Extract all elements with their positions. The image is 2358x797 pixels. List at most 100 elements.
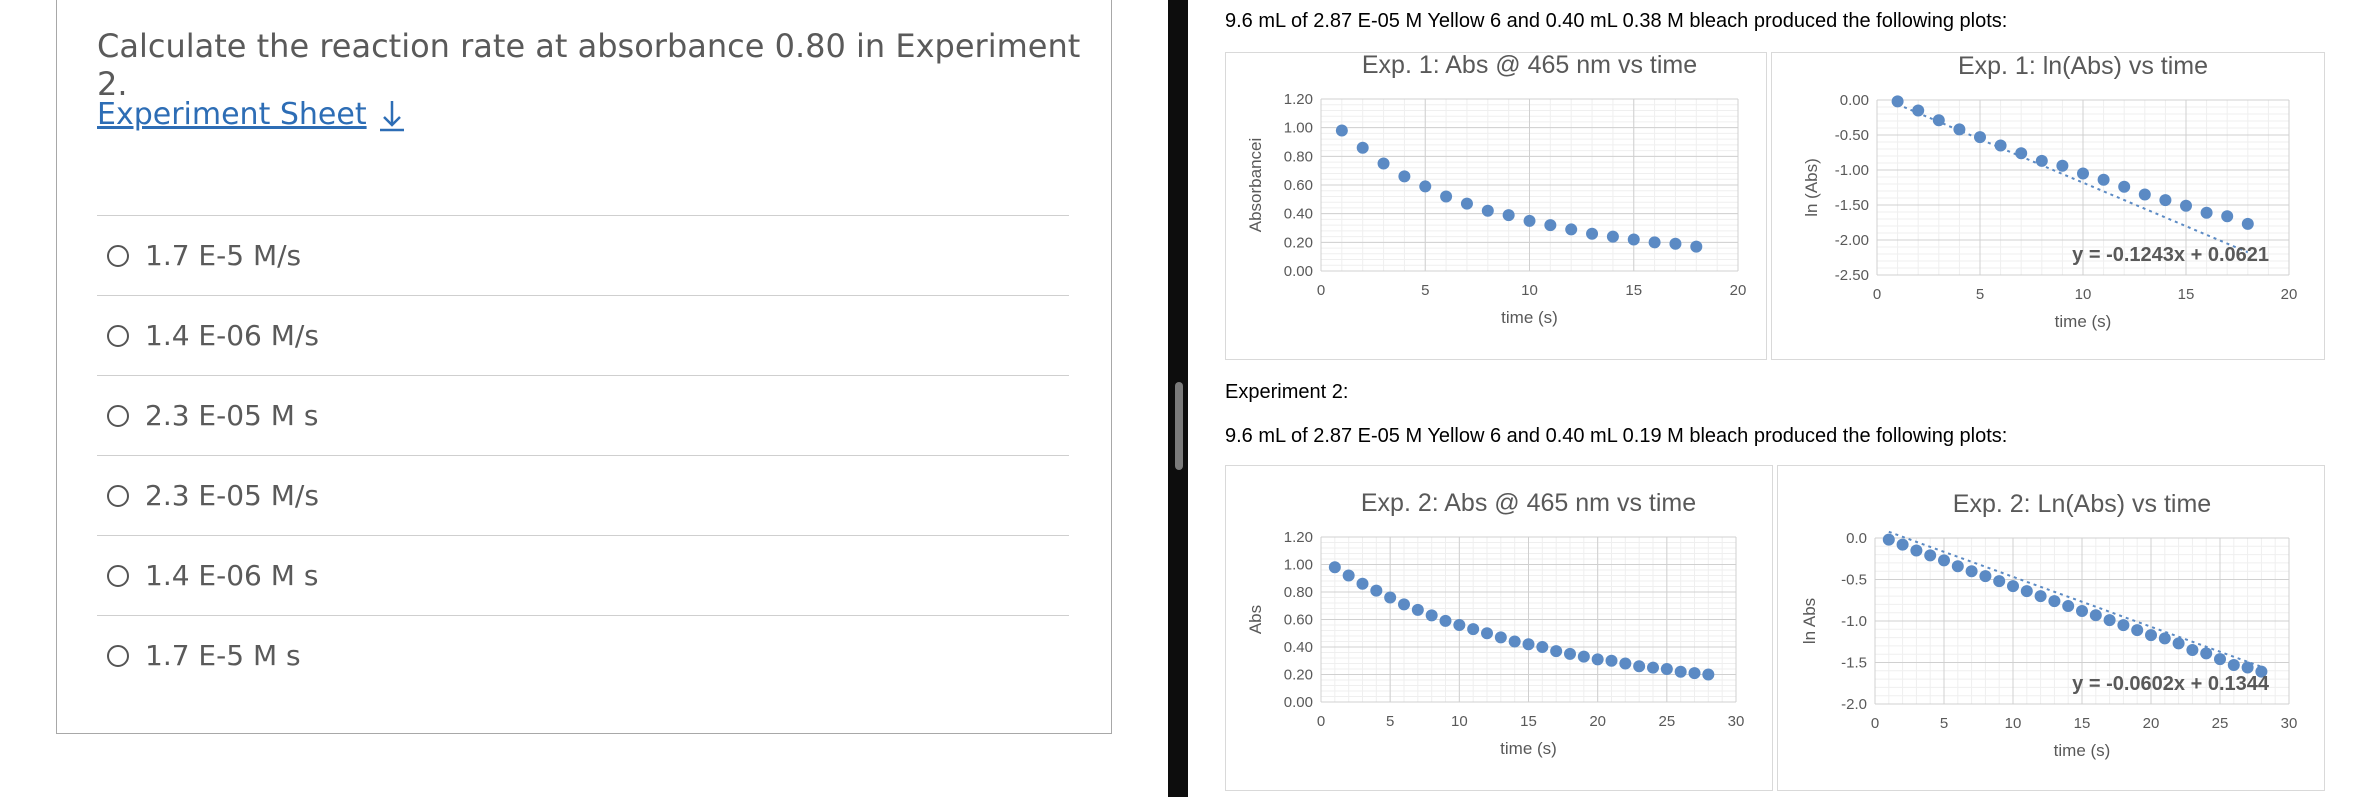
answer-option-label: 1.4 E-06 M/s — [145, 319, 319, 352]
x-axis-label: time (s) — [1501, 308, 1558, 327]
data-point — [1896, 538, 1909, 551]
data-point — [1606, 230, 1619, 243]
data-point — [2159, 194, 2172, 207]
x-tick-label: 30 — [2281, 715, 2298, 732]
data-point — [2062, 600, 2075, 613]
data-point — [1481, 204, 1494, 217]
answer-option-label: 1.7 E-5 M s — [145, 639, 301, 672]
y-tick-label: -2.00 — [1835, 232, 1869, 249]
data-point — [1370, 584, 1383, 597]
data-point — [2020, 585, 2033, 598]
data-point — [1502, 209, 1515, 222]
data-point — [1425, 609, 1438, 622]
data-point — [1633, 660, 1646, 673]
x-tick-label: 0 — [1873, 286, 1881, 303]
radio-button[interactable] — [107, 244, 129, 267]
data-point — [1932, 114, 1945, 127]
y-tick-label: 1.00 — [1284, 120, 1313, 137]
data-point — [1586, 227, 1599, 240]
x-tick-label: 20 — [1730, 282, 1747, 299]
y-tick-label: 0.60 — [1284, 177, 1313, 194]
data-point — [2227, 658, 2240, 671]
y-tick-label: 0.40 — [1284, 639, 1313, 656]
data-point — [1342, 569, 1355, 582]
data-point — [2138, 188, 2151, 201]
data-point — [1994, 139, 2007, 152]
answer-option-2[interactable]: 1.4 E-06 M/s — [97, 295, 1069, 375]
x-axis-label: time (s) — [2055, 312, 2112, 331]
y-tick-label: -1.00 — [1835, 162, 1869, 179]
answer-option-5[interactable]: 1.4 E-06 M s — [97, 535, 1069, 615]
experiment-sheet-link-label: Experiment Sheet — [97, 97, 367, 132]
trendline-equation: y = -0.0602x + 0.1344 — [2072, 673, 2270, 695]
x-tick-label: 10 — [2075, 286, 2092, 303]
data-point — [2214, 653, 2226, 666]
data-point — [2221, 210, 2234, 223]
data-point — [2255, 665, 2268, 678]
y-axis-label: ln Abs — [1800, 598, 1819, 644]
question-text: Calculate the reaction rate at absorbanc… — [97, 27, 1081, 103]
chart-exp1-abs-svg: Exp. 1: Abs @ 465 nm vs time 0 5 10 15 20 0.00… — [1246, 53, 1747, 327]
data-point — [1536, 641, 1549, 653]
data-point — [1953, 123, 1966, 136]
x-tick-label: 25 — [1658, 713, 1675, 730]
data-point — [1591, 653, 1604, 666]
experiment-sheet-link[interactable]: Experiment Sheet — [97, 97, 407, 132]
radio-button[interactable] — [107, 484, 129, 507]
x-tick-label: 0 — [1317, 713, 1325, 730]
data-point — [1411, 603, 1424, 616]
answer-option-1[interactable]: 1.7 E-5 M/s — [97, 215, 1069, 295]
y-tick-label: 0.00 — [1284, 694, 1313, 711]
chart-exp2-abs-svg: Exp. 2: Abs @ 465 nm vs time 0 5 10 15 20 25 30… — [1246, 489, 1744, 758]
trendline — [1888, 530, 2262, 668]
experiment-sheet-pane: 9.6 mL of 2.87 E-05 M Yellow 6 and 0.40 … — [1188, 0, 2358, 797]
y-tick-label: 0.40 — [1284, 206, 1313, 223]
data-point — [1924, 549, 1937, 562]
chart-exp1-ln-svg: Exp. 1: ln(Abs) vs time 0 5 10 15 20 -2.50 -2.0… — [1802, 53, 2297, 331]
exp2-heading: Experiment 2: — [1225, 381, 1349, 403]
radio-button[interactable] — [107, 564, 129, 587]
data-point — [1439, 614, 1452, 627]
radio-button[interactable] — [107, 644, 129, 667]
y-tick-label: -0.50 — [1835, 127, 1869, 144]
data-point — [1910, 544, 1923, 557]
data-point — [1660, 663, 1673, 675]
answer-option-4[interactable]: 2.3 E-05 M/s — [97, 455, 1069, 535]
radio-button[interactable] — [107, 324, 129, 347]
x-tick-label: 10 — [2005, 715, 2022, 732]
data-point — [1647, 661, 1659, 674]
exp2-description: 9.6 mL of 2.87 E-05 M Yellow 6 and 0.40 … — [1225, 425, 2008, 447]
chart-exp2-ln: Exp. 2: Ln(Abs) vs time 0 5 10 15 20 25 30 -2.0 -… — [1777, 465, 2325, 791]
data-point — [1523, 214, 1536, 227]
data-point — [1669, 237, 1682, 250]
data-point — [1577, 650, 1590, 663]
x-tick-label: 5 — [1976, 286, 1984, 303]
y-tick-label: 0.0 — [1846, 530, 1867, 547]
data-point — [2241, 661, 2254, 674]
chart-exp2-abs: Exp. 2: Abs @ 465 nm vs time 0 5 10 15 20 25 30… — [1225, 465, 1773, 791]
data-point — [2117, 619, 2130, 632]
answer-option-label: 2.3 E-05 M s — [145, 399, 319, 432]
answer-option-3[interactable]: 2.3 E-05 M s — [97, 375, 1069, 455]
answer-option-6[interactable]: 1.7 E-5 M s — [97, 615, 1069, 695]
y-axis-label: Absorbancei — [1246, 138, 1265, 233]
chart-exp2-ln-svg: Exp. 2: Ln(Abs) vs time 0 5 10 15 20 25 30 -2.0 -… — [1800, 490, 2298, 760]
data-point — [2200, 206, 2213, 219]
data-point — [1627, 233, 1640, 246]
data-point — [2076, 605, 2088, 618]
data-point — [1328, 561, 1341, 574]
data-point — [1356, 577, 1369, 590]
data-point — [2180, 199, 2192, 212]
answer-option-label: 2.3 E-05 M/s — [145, 479, 319, 512]
data-point — [2034, 590, 2047, 603]
x-tick-label: 0 — [1871, 715, 1879, 732]
radio-button[interactable] — [107, 404, 129, 427]
data-point — [1702, 668, 1715, 681]
y-tick-label: -2.0 — [1841, 696, 1867, 713]
data-point — [1690, 240, 1703, 253]
data-point — [1481, 627, 1493, 640]
resize-handle[interactable] — [1175, 382, 1183, 470]
y-tick-label: 0.80 — [1284, 148, 1313, 165]
data-point — [1674, 665, 1687, 678]
data-point — [1965, 565, 1978, 578]
